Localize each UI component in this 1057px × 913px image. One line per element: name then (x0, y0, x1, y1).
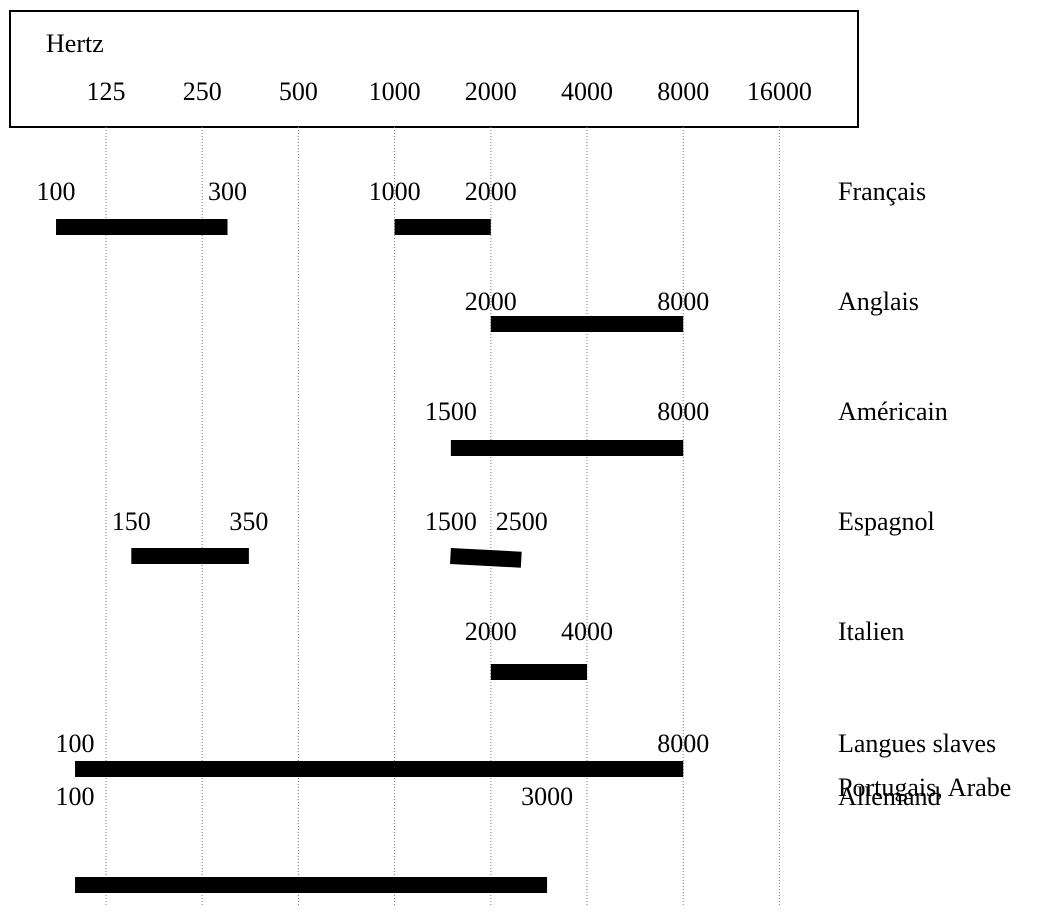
language-label: Espagnol (838, 507, 935, 536)
range-start-label: 1500 (425, 397, 477, 426)
tick-label-4000: 4000 (561, 77, 613, 106)
range-end-label: 2000 (465, 177, 517, 206)
tick-label-500: 500 (279, 77, 318, 106)
range-end-label: 3000 (521, 782, 573, 811)
range-end-label: 8000 (657, 397, 709, 426)
language-label-line2: Portugais, Arabe (838, 773, 1011, 802)
tick-label-16000: 16000 (747, 77, 812, 106)
row-italien: Italien 2000 4000 (465, 617, 904, 680)
range-end-label: 8000 (657, 287, 709, 316)
language-label: Langues slaves (838, 729, 996, 758)
range-bar (450, 440, 684, 456)
range-bar (75, 877, 548, 893)
row-allemand: Allemand 100 3000 (56, 782, 941, 893)
range-start-label: 150 (112, 507, 151, 536)
range-end-label: 4000 (561, 617, 613, 646)
range-start-label: 1500 (425, 507, 477, 536)
range-bar (131, 548, 249, 564)
range-start-label: 100 (56, 729, 95, 758)
language-label: Américain (838, 397, 948, 426)
range-bar (450, 548, 522, 568)
row-espagnol: Espagnol 150 350 1500 2500 (112, 507, 935, 568)
range-end-label: 2500 (496, 507, 548, 536)
tick-label-layer: 125 250 500 1000 2000 4000 8000 16000 (87, 77, 812, 106)
language-label: Italien (838, 617, 904, 646)
tick-label-1000: 1000 (369, 77, 421, 106)
axis-header-frame (9, 10, 859, 128)
range-end-label: 8000 (657, 729, 709, 758)
range-bar (394, 219, 491, 235)
tick-label-125: 125 (87, 77, 126, 106)
row-anglais: Anglais 2000 8000 (465, 287, 919, 332)
range-start-label: 1000 (369, 177, 421, 206)
row-langues-slaves: Langues slaves Portugais, Arabe 100 8000 (56, 729, 1012, 802)
row-fran-ais: Français 100 300 1000 2000 (37, 177, 926, 235)
language-label: Français (838, 177, 926, 206)
range-start-label: 100 (37, 177, 76, 206)
range-start-label: 100 (56, 782, 95, 811)
language-label: Allemand (838, 782, 941, 811)
range-bar (490, 664, 587, 680)
tick-label-250: 250 (183, 77, 222, 106)
tick-label-8000: 8000 (657, 77, 709, 106)
axis-unit-label: Hertz (46, 29, 104, 58)
range-start-label: 2000 (465, 617, 517, 646)
range-bar (56, 219, 228, 235)
row-am-ricain: Américain 1500 8000 (425, 397, 948, 456)
range-end-label: 350 (229, 507, 268, 536)
language-label: Anglais (838, 287, 919, 316)
tick-label-2000: 2000 (465, 77, 517, 106)
range-bar (75, 761, 684, 777)
range-bar (490, 316, 684, 332)
range-start-label: 2000 (465, 287, 517, 316)
range-end-label: 300 (208, 177, 247, 206)
